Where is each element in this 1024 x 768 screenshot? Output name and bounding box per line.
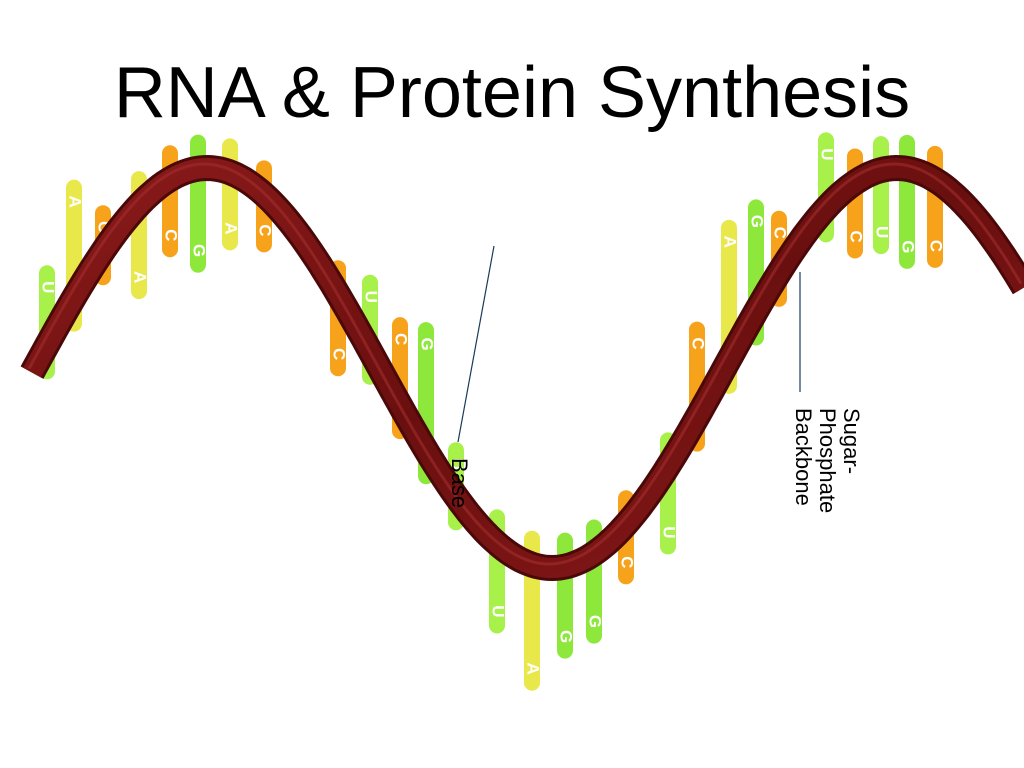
ribbon-highlight (27, 162, 1023, 566)
base-letter: C (771, 227, 790, 239)
base-letter: C (618, 556, 637, 568)
base-letter: C (689, 337, 708, 349)
base-letter: G (586, 615, 605, 628)
sugar-phosphate-backbone-ribbon (20, 154, 1024, 582)
base-letter: A (66, 195, 85, 207)
label-pointers (457, 245, 801, 443)
base-letter: C (330, 348, 349, 360)
nucleotide-base: G (899, 134, 918, 269)
slide-title: RNA & Protein Synthesis (113, 53, 911, 133)
backbone-label-line1: Sugar- (839, 408, 864, 474)
base-pointer-line (457, 245, 495, 443)
base-label: Base (447, 458, 472, 508)
base-letter: C (927, 240, 946, 252)
ribbon-body (23, 157, 1024, 579)
nucleotide-base: A (222, 138, 241, 251)
base-letter: G (418, 338, 437, 351)
backbone-label-line3: Backbone (791, 408, 816, 506)
base-letter: G (190, 244, 209, 257)
base-letter: G (557, 630, 576, 643)
base-letter: U (489, 605, 508, 617)
base-letter: U (39, 281, 58, 293)
base-letter: A (524, 663, 543, 675)
base-letter: U (448, 458, 467, 470)
base-letter: C (847, 230, 866, 242)
base-letter: G (899, 240, 918, 253)
base-letter: G (748, 215, 767, 228)
base-letter: U (873, 226, 892, 238)
base-letter: A (222, 222, 241, 234)
nucleotide-base: U (873, 136, 892, 255)
backbone-label-line2: Phosphate (815, 408, 840, 513)
base-label-text: Base (447, 458, 472, 508)
base-letter: U (660, 526, 679, 538)
base-letter: C (256, 224, 275, 236)
base-letter: C (162, 229, 181, 241)
base-letter: A (721, 236, 740, 248)
base-letter: U (818, 148, 837, 160)
base-letter: A (131, 271, 150, 283)
base-letter: C (392, 333, 411, 345)
backbone-label: Sugar- Phosphate Backbone (791, 408, 864, 513)
base-letter: U (362, 291, 381, 303)
